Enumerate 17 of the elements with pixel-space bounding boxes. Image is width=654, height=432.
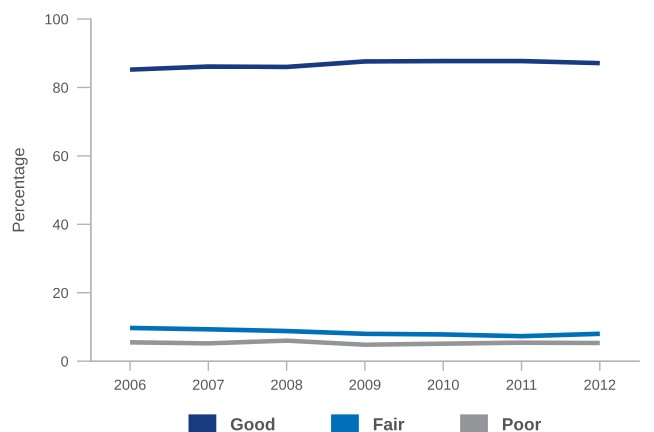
x-tick-label: 2010 [428, 380, 459, 390]
x-tick-label: 2008 [271, 380, 302, 390]
y-tick-label: 20 [53, 288, 68, 298]
x-tick-label: 2006 [114, 380, 146, 390]
y-tick-label: 80 [53, 82, 68, 93]
y-tick-label: 40 [52, 219, 68, 230]
y-tick-label: 60 [53, 150, 68, 162]
legend-label: Poor [502, 418, 542, 430]
legend-label: Good [230, 418, 274, 430]
y-tick-label: 0 [61, 356, 68, 367]
y-axis-title: Percentage [12, 148, 28, 232]
y-tick-label: 100 [45, 14, 68, 24]
x-tick-label: 2007 [192, 380, 224, 390]
x-tick-label: 2012 [584, 380, 616, 390]
x-tick-label: 2011 [506, 380, 536, 390]
legend-label: Fair [374, 418, 404, 430]
x-tick-label: 2009 [349, 380, 380, 390]
